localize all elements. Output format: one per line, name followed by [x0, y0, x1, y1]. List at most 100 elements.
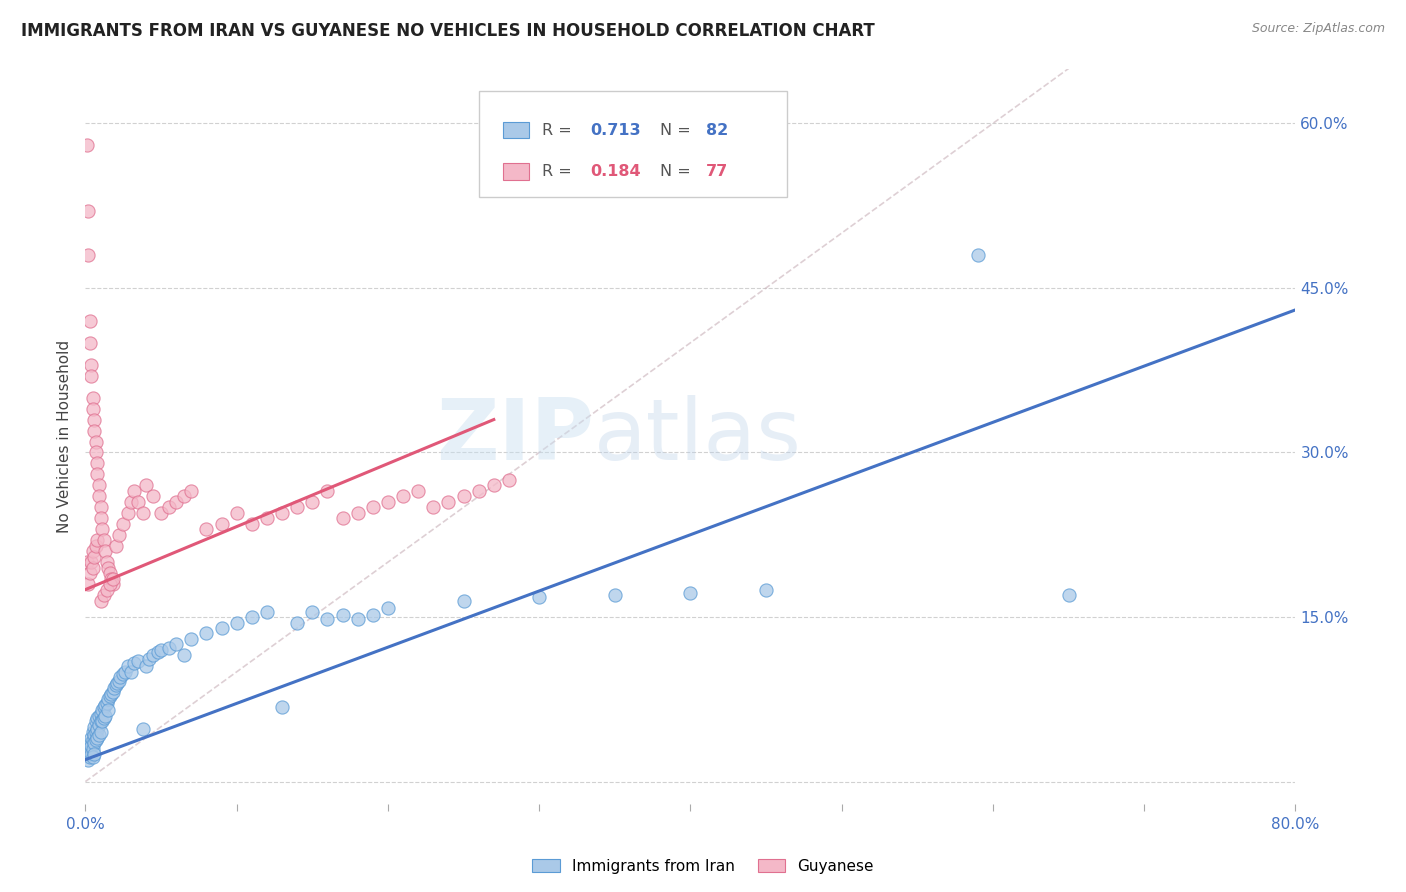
Point: [86, 467, 108, 482]
Point: [80, 368, 103, 383]
FancyBboxPatch shape: [478, 91, 787, 197]
Point: [122, 483, 145, 498]
Point: [84, 714, 107, 729]
Point: [86, 722, 108, 736]
Point: [240, 516, 263, 531]
Point: [285, 500, 308, 515]
Point: [332, 607, 354, 622]
Point: [87, 708, 110, 723]
Text: ZIP: ZIP: [436, 394, 593, 477]
Point: [157, 640, 180, 655]
Point: [83, 424, 105, 438]
Point: [377, 495, 399, 509]
Point: [211, 516, 233, 531]
Point: [107, 527, 129, 541]
Point: [142, 648, 165, 663]
Text: 77: 77: [706, 164, 728, 179]
Point: [87, 729, 110, 743]
Text: 0.184: 0.184: [591, 164, 641, 179]
Point: [112, 516, 135, 531]
Point: [93, 700, 115, 714]
Point: [89, 511, 111, 525]
Point: [82, 544, 104, 558]
Point: [120, 495, 142, 509]
Y-axis label: No Vehicles in Household: No Vehicles in Household: [58, 340, 72, 533]
Point: [603, 588, 626, 602]
Point: [89, 714, 111, 729]
Point: [79, 750, 101, 764]
Point: [93, 588, 115, 602]
Point: [94, 698, 117, 712]
Point: [84, 732, 107, 747]
Point: [89, 593, 111, 607]
Point: [679, 586, 702, 600]
Point: [77, 741, 100, 756]
Point: [120, 665, 142, 679]
Point: [285, 615, 308, 630]
Point: [107, 673, 129, 688]
Point: [80, 555, 103, 569]
Point: [84, 445, 107, 459]
Text: 82: 82: [706, 122, 728, 137]
Point: [122, 656, 145, 670]
Point: [98, 566, 121, 581]
Point: [79, 744, 101, 758]
Point: [76, 555, 98, 569]
Point: [437, 495, 460, 509]
Text: R =: R =: [541, 122, 576, 137]
Point: [105, 676, 128, 690]
Point: [97, 703, 120, 717]
Point: [135, 659, 157, 673]
Point: [271, 700, 294, 714]
Point: [392, 489, 415, 503]
Point: [82, 560, 104, 574]
Point: [79, 736, 101, 750]
Text: N =: N =: [661, 122, 696, 137]
Point: [165, 637, 187, 651]
Point: [83, 720, 105, 734]
Point: [127, 495, 149, 509]
Point: [77, 204, 100, 219]
Point: [93, 533, 115, 548]
Point: [84, 725, 107, 739]
Point: [97, 692, 120, 706]
Point: [84, 539, 107, 553]
Point: [93, 711, 115, 725]
Point: [101, 684, 124, 698]
Point: [132, 506, 155, 520]
Point: [87, 489, 110, 503]
Point: [498, 473, 520, 487]
Point: [77, 753, 100, 767]
Point: [114, 665, 136, 679]
Point: [101, 577, 124, 591]
Point: [82, 741, 104, 756]
Point: [332, 511, 354, 525]
Point: [361, 500, 384, 515]
Point: [86, 711, 108, 725]
Point: [453, 593, 475, 607]
Point: [1057, 588, 1080, 602]
Point: [467, 483, 489, 498]
Point: [104, 539, 127, 553]
Point: [94, 708, 117, 723]
Point: [94, 544, 117, 558]
Point: [80, 739, 103, 754]
Point: [271, 506, 294, 520]
Point: [98, 689, 121, 703]
Point: [406, 483, 429, 498]
Point: [89, 500, 111, 515]
Point: [77, 248, 100, 262]
Point: [89, 725, 111, 739]
Point: [117, 659, 139, 673]
Point: [142, 489, 165, 503]
Point: [422, 500, 444, 515]
Point: [79, 566, 101, 581]
Point: [527, 591, 550, 605]
Text: IMMIGRANTS FROM IRAN VS GUYANESE NO VEHICLES IN HOUSEHOLD CORRELATION CHART: IMMIGRANTS FROM IRAN VS GUYANESE NO VEHI…: [21, 22, 875, 40]
Point: [76, 138, 98, 153]
Point: [132, 722, 155, 736]
Point: [96, 582, 118, 597]
Point: [91, 714, 114, 729]
Point: [101, 572, 124, 586]
Point: [83, 736, 105, 750]
